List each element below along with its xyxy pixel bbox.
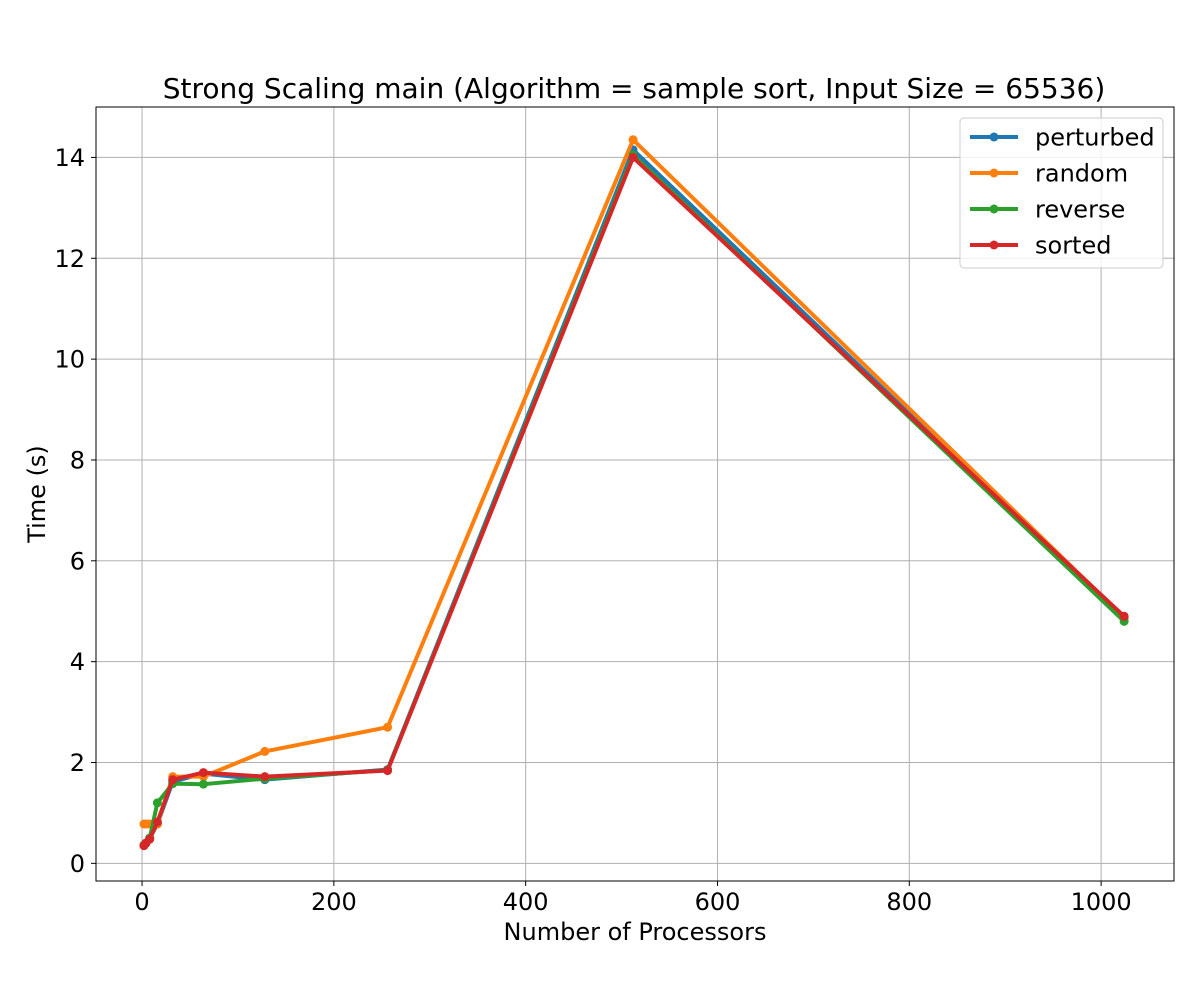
y-tick-label: 10 [54, 346, 85, 374]
plot-area-frame [95, 106, 1175, 882]
legend-marker [989, 168, 999, 178]
y-tick-label: 0 [70, 850, 85, 878]
y-tick-label: 4 [70, 648, 85, 676]
legend-label: reverse [1035, 196, 1125, 224]
legend-item-perturbed: perturbed [970, 124, 1155, 152]
legend-item-reverse: reverse [970, 196, 1125, 224]
x-tick-label: 400 [503, 888, 549, 916]
legend-item-sorted: sorted [970, 232, 1111, 260]
legend-label: sorted [1035, 232, 1111, 260]
data-point [152, 817, 162, 827]
data-point [260, 746, 270, 756]
legend: perturbed random reverse sorted [959, 117, 1164, 269]
data-point [628, 152, 638, 162]
y-tick-label: 6 [70, 547, 85, 575]
y-tick-label: 2 [70, 749, 85, 777]
data-point [628, 135, 638, 145]
series-sorted [139, 152, 1129, 851]
y-axis-label: Time (s) [23, 445, 51, 544]
axis-ticks: 0 200 400 600 800 1000 0 2 4 6 8 10 12 14 [54, 144, 1131, 916]
x-tick-label: 600 [695, 888, 741, 916]
x-axis-label: Number of Processors [504, 918, 767, 946]
data-point [260, 772, 270, 782]
legend-marker [989, 240, 999, 250]
y-tick-label: 8 [70, 446, 85, 474]
legend-box [959, 117, 1164, 269]
data-point [168, 775, 178, 785]
y-tick-label: 12 [54, 245, 85, 273]
data-point [145, 834, 155, 844]
data-point [198, 768, 208, 778]
x-tick-label: 0 [134, 888, 149, 916]
data-point [383, 722, 393, 732]
legend-label: perturbed [1035, 124, 1155, 152]
x-tick-label: 800 [886, 888, 932, 916]
data-point [152, 798, 162, 808]
data-point [198, 779, 208, 789]
x-tick-label: 200 [311, 888, 357, 916]
y-tick-label: 14 [54, 144, 85, 172]
data-point [383, 766, 393, 776]
legend-marker [989, 204, 999, 214]
data-point [1119, 611, 1129, 621]
chart-title: Strong Scaling main (Algorithm = sample … [163, 72, 1106, 105]
legend-item-random: random [970, 160, 1128, 188]
legend-marker [989, 132, 999, 142]
x-tick-label: 1000 [1071, 888, 1132, 916]
series-lines [139, 135, 1129, 851]
legend-label: random [1035, 160, 1128, 188]
